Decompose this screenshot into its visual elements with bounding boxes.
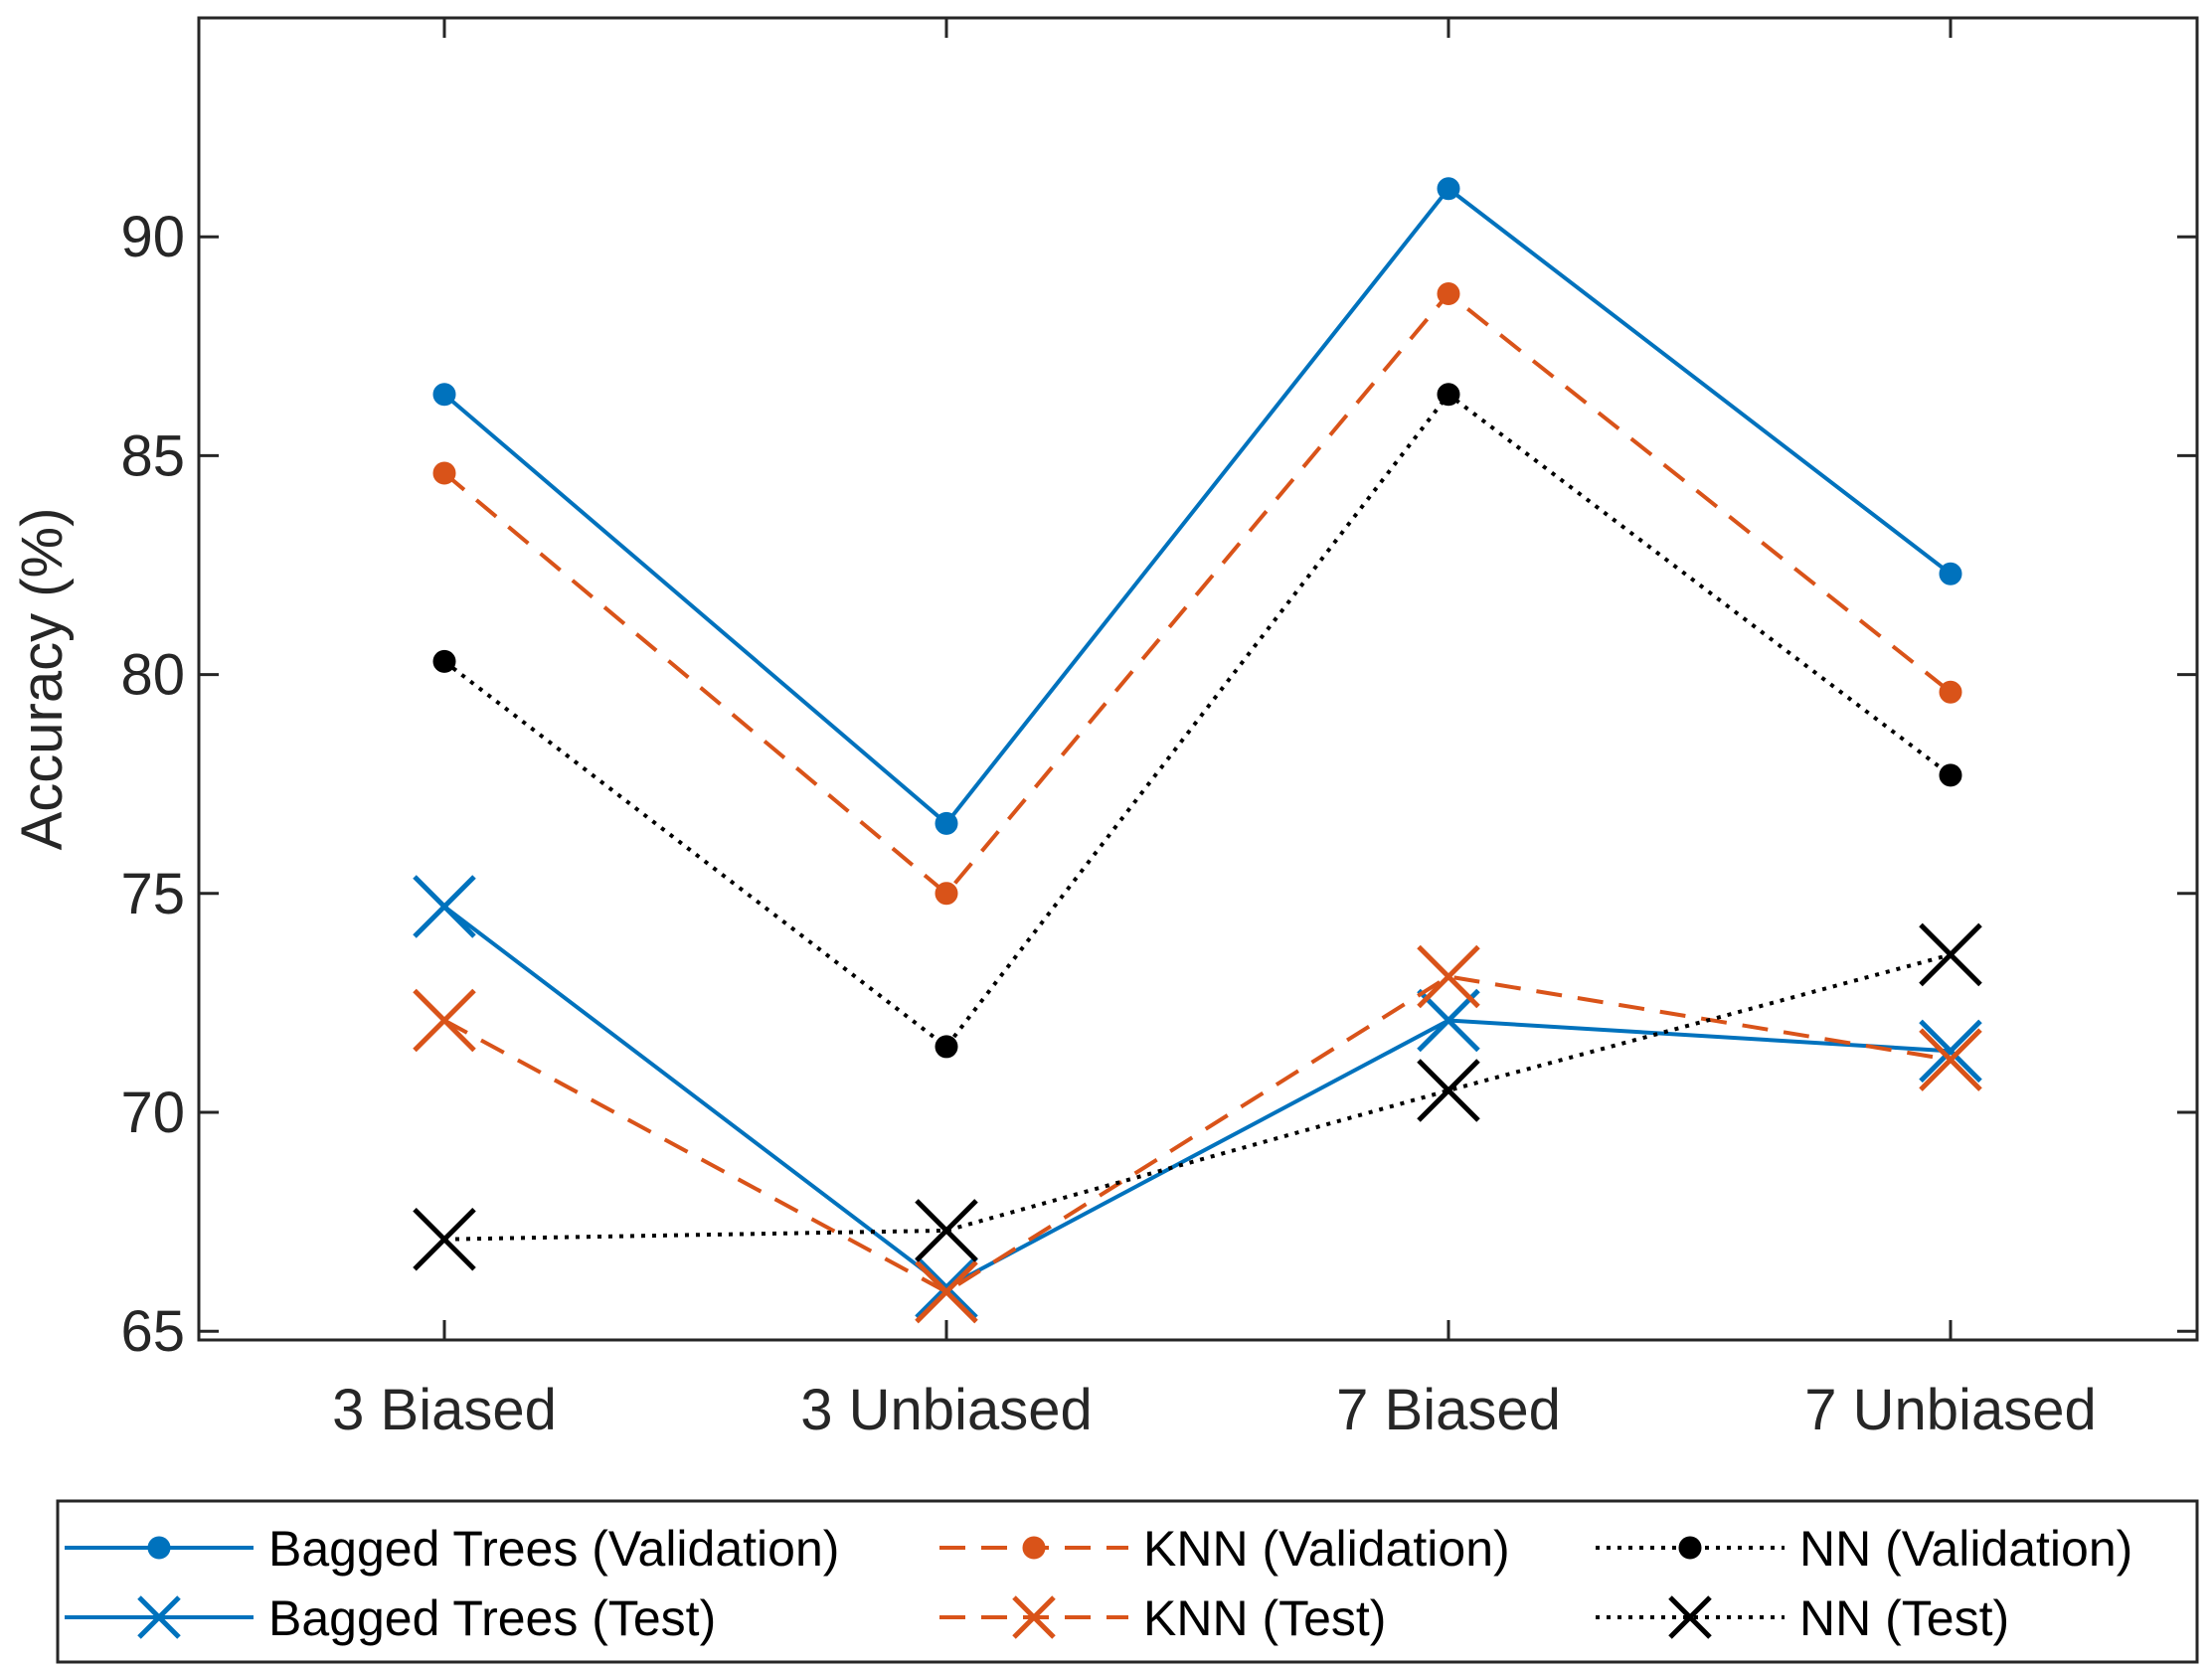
y-tick-label: 85: [120, 423, 185, 488]
x-marker: [915, 1199, 978, 1262]
series-line: [443, 952, 1952, 1242]
legend-dot-marker: [147, 1536, 171, 1560]
legend-label: Bagged Trees (Validation): [268, 1521, 839, 1577]
x-marker-stroke: [915, 1199, 978, 1262]
x-marker-stroke: [1417, 944, 1480, 1009]
dot-marker: [432, 461, 456, 485]
x-tick-label: 3 Biased: [332, 1378, 557, 1442]
x-marker-stroke: [1417, 1059, 1480, 1122]
legend-label: Bagged Trees (Test): [268, 1590, 716, 1646]
x-marker-stroke: [413, 875, 476, 938]
legend-label: KNN (Validation): [1143, 1521, 1510, 1577]
x-marker-stroke: [915, 1259, 978, 1324]
x-tick-label: 7 Biased: [1336, 1378, 1561, 1442]
x-marker-stroke: [1012, 1595, 1056, 1639]
y-tick-label: 80: [120, 643, 185, 708]
x-marker-stroke: [915, 1255, 978, 1319]
dot-marker: [432, 649, 456, 673]
x-marker-stroke: [1417, 988, 1480, 1053]
dot-marker: [935, 882, 958, 906]
x-tick-label: 7 Unbiased: [1804, 1378, 2096, 1442]
dot-marker: [1939, 680, 1962, 704]
legend-x-marker: [1012, 1595, 1056, 1639]
legend-item-4: KNN (Test): [939, 1590, 1386, 1646]
x-marker-stroke: [413, 1207, 476, 1271]
y-axis-label: Accuracy (%): [10, 508, 75, 851]
y-tick-label: 90: [120, 205, 185, 269]
series-3: [413, 875, 1982, 1319]
legend-item-0: Bagged Trees (Validation): [65, 1521, 839, 1577]
x-axis: 3 Biased 3 Unbiased 7 Biased 7 Unbiased: [332, 18, 2097, 1442]
dot-marker: [1437, 281, 1460, 305]
x-marker-stroke: [1668, 1595, 1712, 1639]
dot-marker: [935, 1035, 958, 1059]
legend-x-marker: [1668, 1595, 1712, 1639]
x-marker: [413, 1207, 476, 1271]
legend-item-1: KNN (Validation): [939, 1521, 1510, 1577]
x-marker-stroke: [1919, 1028, 1982, 1091]
x-marker-stroke: [1919, 922, 1982, 987]
legend-box: [56, 1499, 2199, 1664]
x-marker: [1417, 1059, 1480, 1122]
series-line: [442, 905, 1952, 1290]
x-marker: [1919, 1019, 1982, 1084]
series-5: [413, 922, 1982, 1271]
legend-dot-marker: [1022, 1536, 1046, 1560]
x-marker: [413, 875, 476, 938]
series-line: [442, 185, 1953, 827]
dot-marker: [432, 383, 456, 407]
dot-marker: [1939, 562, 1962, 585]
x-marker: [1919, 922, 1982, 987]
legend-dot-marker: [1678, 1536, 1702, 1560]
series-2: [432, 383, 1962, 1059]
legend-label: NN (Validation): [1799, 1521, 2132, 1577]
y-tick-label: 75: [120, 862, 185, 926]
dot-marker: [1437, 383, 1460, 407]
x-marker: [1417, 944, 1480, 1009]
x-marker: [915, 1259, 978, 1324]
legend-item-3: Bagged Trees (Test): [65, 1590, 716, 1646]
series-1: [432, 281, 1962, 906]
legend-x-marker: [137, 1595, 181, 1639]
y-tick-label: 65: [120, 1299, 185, 1364]
plot-area: [197, 16, 2199, 1342]
y-tick-label: 70: [120, 1081, 185, 1145]
x-tick-label: 3 Unbiased: [800, 1378, 1092, 1442]
y-axis: 65 70 75 80 85 90: [120, 205, 2197, 1364]
legend: Bagged Trees (Validation) KNN (Validation…: [56, 1499, 2199, 1664]
x-marker-stroke: [413, 988, 476, 1053]
dot-marker: [1437, 177, 1460, 201]
x-marker: [413, 988, 476, 1053]
series-0: [432, 177, 1962, 835]
x-marker: [1919, 1028, 1982, 1091]
x-marker: [915, 1255, 978, 1319]
dot-marker: [935, 811, 958, 835]
legend-item-5: NN (Test): [1596, 1590, 2009, 1646]
x-marker: [1417, 988, 1480, 1053]
x-marker-stroke: [137, 1595, 181, 1639]
legend-item-2: NN (Validation): [1596, 1521, 2132, 1577]
series-line: [442, 290, 1953, 897]
series-4: [413, 944, 1982, 1324]
x-marker-stroke: [1919, 1019, 1982, 1084]
axes-box: [197, 16, 2199, 1342]
legend-label: KNN (Test): [1143, 1590, 1386, 1646]
legend-label: NN (Test): [1799, 1590, 2009, 1646]
dot-marker: [1939, 763, 1962, 787]
